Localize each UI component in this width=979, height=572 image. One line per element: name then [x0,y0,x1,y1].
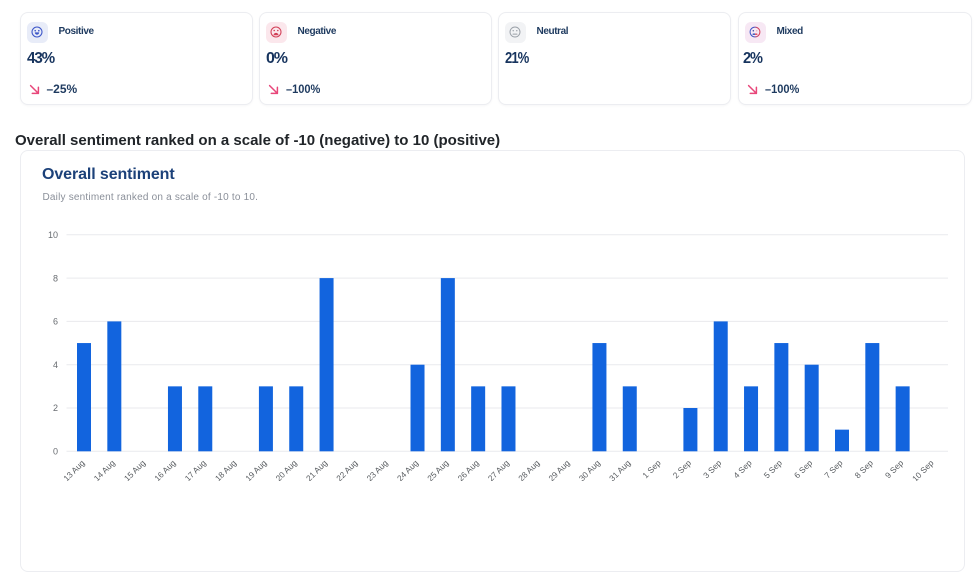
svg-text:0: 0 [53,447,58,457]
svg-text:31 Aug: 31 Aug [607,458,633,481]
svg-text:28 Aug: 28 Aug [516,458,542,481]
svg-text:9 Sep: 9 Sep [883,458,906,481]
svg-text:2: 2 [53,403,58,413]
svg-text:25 Aug: 25 Aug [425,458,451,481]
svg-text:8: 8 [53,273,58,283]
svg-text:23 Aug: 23 Aug [364,458,390,481]
svg-text:1 Sep: 1 Sep [640,458,663,481]
svg-text:18 Aug: 18 Aug [213,458,239,481]
svg-text:20 Aug: 20 Aug [274,458,300,481]
svg-text:5 Sep: 5 Sep [762,458,785,481]
svg-text:4: 4 [53,360,58,370]
svg-text:6: 6 [53,317,58,327]
svg-text:30 Aug: 30 Aug [577,458,603,481]
svg-text:22 Aug: 22 Aug [334,458,360,481]
svg-text:14 Aug: 14 Aug [92,458,118,481]
svg-text:24 Aug: 24 Aug [395,458,421,481]
svg-text:2 Sep: 2 Sep [671,458,694,481]
svg-text:4 Sep: 4 Sep [731,458,754,481]
svg-text:21 Aug: 21 Aug [304,458,330,481]
svg-text:8 Sep: 8 Sep [853,458,876,481]
svg-text:7 Sep: 7 Sep [822,458,845,481]
svg-text:10 Sep: 10 Sep [910,458,936,481]
svg-text:13 Aug: 13 Aug [61,458,87,481]
svg-text:29 Aug: 29 Aug [546,458,572,481]
svg-text:6 Sep: 6 Sep [792,458,815,481]
svg-text:16 Aug: 16 Aug [152,458,178,481]
svg-text:3 Sep: 3 Sep [701,458,724,481]
svg-text:17 Aug: 17 Aug [183,458,209,481]
svg-text:10: 10 [48,230,58,240]
svg-text:27 Aug: 27 Aug [486,458,512,481]
svg-text:26 Aug: 26 Aug [455,458,481,481]
svg-text:15 Aug: 15 Aug [122,458,148,481]
svg-text:19 Aug: 19 Aug [243,458,269,481]
